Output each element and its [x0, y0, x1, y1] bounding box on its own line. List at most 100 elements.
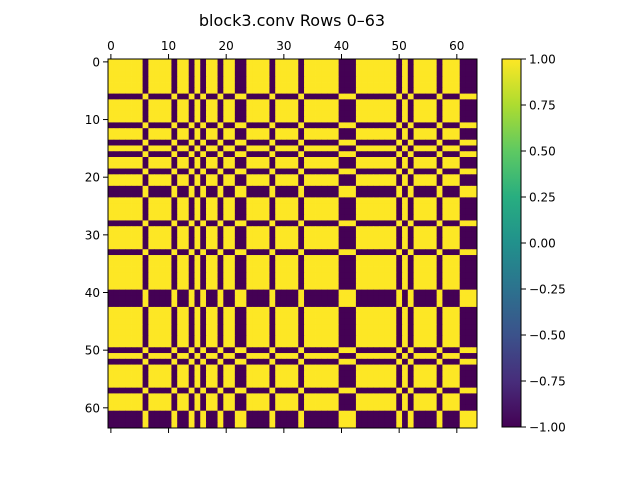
heatmap-cell [280, 399, 288, 406]
heatmap-cell [119, 191, 126, 198]
heatmap-cell [338, 295, 345, 302]
heatmap-cell [240, 393, 247, 400]
heatmap-cell [148, 324, 155, 331]
heatmap-cell [269, 180, 276, 187]
heatmap-cell [436, 99, 443, 106]
heatmap-cell [171, 203, 178, 210]
heatmap-cell [188, 306, 195, 314]
heatmap-cell [154, 249, 161, 256]
heatmap-cell [257, 99, 265, 106]
heatmap-cell [194, 318, 201, 325]
heatmap-cell [240, 255, 247, 262]
heatmap-cell [402, 174, 409, 181]
heatmap-cell [177, 185, 184, 193]
heatmap-cell [407, 387, 414, 394]
heatmap-cell [148, 376, 155, 383]
heatmap-cell [419, 237, 426, 244]
heatmap-cell [142, 335, 149, 342]
heatmap-cell [131, 145, 138, 152]
heatmap-cell [453, 191, 461, 198]
heatmap-cell [125, 185, 132, 193]
heatmap-cell [125, 312, 132, 319]
heatmap-cell [257, 180, 265, 187]
heatmap-cell [234, 231, 242, 239]
heatmap-cell [246, 139, 253, 146]
heatmap-cell [159, 266, 167, 273]
heatmap-cell [108, 168, 115, 175]
heatmap-cell [280, 168, 288, 175]
heatmap-cell [269, 399, 276, 406]
heatmap-cell [165, 105, 172, 112]
heatmap-cell [355, 157, 363, 164]
heatmap-cell [425, 110, 432, 118]
heatmap-cell [378, 128, 386, 135]
heatmap-cell [321, 87, 328, 94]
heatmap-cell [419, 301, 426, 308]
x-tick-label: 10 [161, 39, 176, 53]
heatmap-cell [430, 70, 438, 77]
heatmap-cell [413, 82, 420, 89]
heatmap-cell [269, 364, 276, 371]
heatmap-cell [177, 208, 184, 216]
heatmap-cell [229, 145, 236, 152]
heatmap-cell [384, 381, 391, 389]
heatmap-cell [413, 301, 420, 308]
heatmap-cell [471, 76, 478, 83]
heatmap-cell [154, 208, 161, 216]
heatmap-cell [108, 278, 115, 285]
heatmap-cell [298, 168, 305, 175]
heatmap-cell [286, 82, 293, 89]
heatmap-cell [188, 231, 195, 239]
heatmap-cell [453, 76, 461, 83]
heatmap-cell [223, 399, 230, 406]
heatmap-cell [125, 82, 132, 89]
heatmap-cell [194, 260, 201, 267]
heatmap-cell [148, 191, 155, 198]
heatmap-cell [257, 347, 265, 354]
heatmap-cell [338, 168, 345, 175]
heatmap-cell [350, 105, 357, 112]
heatmap-cell [436, 306, 443, 314]
heatmap-cell [367, 278, 374, 285]
heatmap-cell [263, 272, 270, 279]
heatmap-cell [280, 306, 288, 314]
heatmap-cell [459, 347, 466, 354]
heatmap-cell [471, 301, 478, 308]
heatmap-cell [188, 145, 195, 152]
heatmap-cell [108, 122, 115, 129]
heatmap-cell [252, 347, 259, 354]
heatmap-cell [280, 266, 288, 273]
heatmap-cell [206, 226, 213, 233]
heatmap-cell [453, 249, 461, 256]
heatmap-cell [425, 381, 432, 389]
heatmap-cell [269, 358, 276, 365]
heatmap-cell [332, 133, 340, 141]
heatmap-cell [459, 70, 466, 77]
heatmap-cell [367, 220, 374, 227]
heatmap-cell [338, 128, 345, 135]
heatmap-cell [263, 335, 270, 342]
heatmap-cell [229, 272, 236, 279]
heatmap-cell [378, 145, 386, 152]
heatmap-cell [361, 110, 368, 118]
heatmap-cell [292, 335, 299, 342]
heatmap-cell [436, 174, 443, 181]
heatmap-cell [321, 306, 328, 314]
heatmap-cell [113, 145, 120, 152]
heatmap-cell [471, 255, 478, 262]
heatmap-cell [425, 243, 432, 250]
heatmap-cell [436, 272, 443, 279]
heatmap-cell [384, 353, 391, 360]
heatmap-cell [159, 162, 167, 169]
heatmap-cell [240, 82, 247, 89]
heatmap-cell [119, 70, 126, 77]
heatmap-cell [361, 381, 368, 389]
heatmap-cell [211, 410, 218, 417]
heatmap-cell [327, 410, 334, 417]
heatmap-cell [465, 295, 472, 302]
heatmap-cell [252, 301, 259, 308]
heatmap-cell [246, 410, 253, 417]
heatmap-cell [298, 208, 305, 216]
heatmap-cell [448, 387, 455, 394]
heatmap-cell [407, 341, 414, 348]
